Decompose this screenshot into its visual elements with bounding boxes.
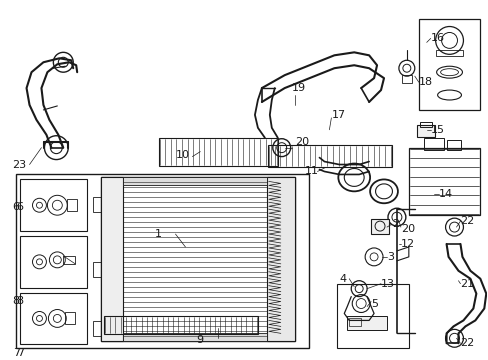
Bar bbox=[104, 316, 257, 334]
Text: 6: 6 bbox=[17, 202, 23, 212]
Bar bbox=[93, 197, 101, 212]
Bar bbox=[93, 321, 101, 336]
Text: 15: 15 bbox=[430, 125, 444, 135]
Bar bbox=[20, 293, 87, 344]
Text: 13: 13 bbox=[380, 279, 394, 289]
Text: 23: 23 bbox=[12, 159, 26, 170]
Text: 5: 5 bbox=[370, 298, 377, 309]
Text: 9: 9 bbox=[196, 335, 203, 345]
Bar bbox=[266, 177, 294, 341]
Text: 7: 7 bbox=[13, 348, 20, 358]
Text: 4: 4 bbox=[339, 274, 346, 284]
Text: 1: 1 bbox=[154, 229, 162, 239]
Bar bbox=[158, 138, 277, 166]
Bar bbox=[337, 284, 408, 348]
Bar bbox=[348, 319, 361, 327]
Bar bbox=[101, 177, 294, 341]
Bar bbox=[93, 262, 101, 277]
Bar bbox=[65, 312, 75, 324]
Text: 22: 22 bbox=[460, 216, 474, 226]
Bar bbox=[67, 199, 77, 211]
Text: 20: 20 bbox=[400, 224, 414, 234]
Text: 2: 2 bbox=[391, 219, 398, 229]
Bar bbox=[101, 177, 122, 341]
Bar bbox=[408, 148, 479, 215]
Text: 18: 18 bbox=[418, 77, 432, 87]
Bar bbox=[122, 177, 266, 185]
Text: 22: 22 bbox=[460, 338, 474, 348]
Bar bbox=[20, 179, 87, 231]
Text: 21: 21 bbox=[460, 279, 474, 289]
Bar bbox=[419, 122, 431, 127]
Bar bbox=[416, 125, 434, 137]
Bar bbox=[63, 256, 75, 264]
Bar bbox=[423, 138, 443, 150]
Bar bbox=[401, 75, 411, 83]
Bar bbox=[16, 175, 308, 348]
Text: 12: 12 bbox=[400, 239, 414, 249]
Bar bbox=[20, 236, 87, 288]
Text: 11: 11 bbox=[304, 166, 318, 176]
Text: 8: 8 bbox=[13, 296, 20, 306]
Text: 3: 3 bbox=[386, 252, 393, 262]
Text: 10: 10 bbox=[175, 150, 189, 159]
Bar bbox=[370, 219, 388, 234]
Bar bbox=[435, 50, 463, 56]
Text: 8: 8 bbox=[17, 296, 24, 306]
Text: 6: 6 bbox=[13, 202, 20, 212]
Text: 19: 19 bbox=[291, 83, 305, 93]
Bar bbox=[446, 140, 461, 150]
Bar bbox=[418, 19, 479, 110]
Text: 20: 20 bbox=[294, 137, 308, 147]
Text: 7: 7 bbox=[17, 348, 24, 358]
Text: 16: 16 bbox=[430, 33, 444, 44]
Text: 14: 14 bbox=[438, 189, 452, 199]
Bar bbox=[267, 145, 391, 167]
Text: 17: 17 bbox=[331, 110, 345, 120]
Bar bbox=[122, 333, 266, 341]
Bar bbox=[346, 316, 386, 330]
